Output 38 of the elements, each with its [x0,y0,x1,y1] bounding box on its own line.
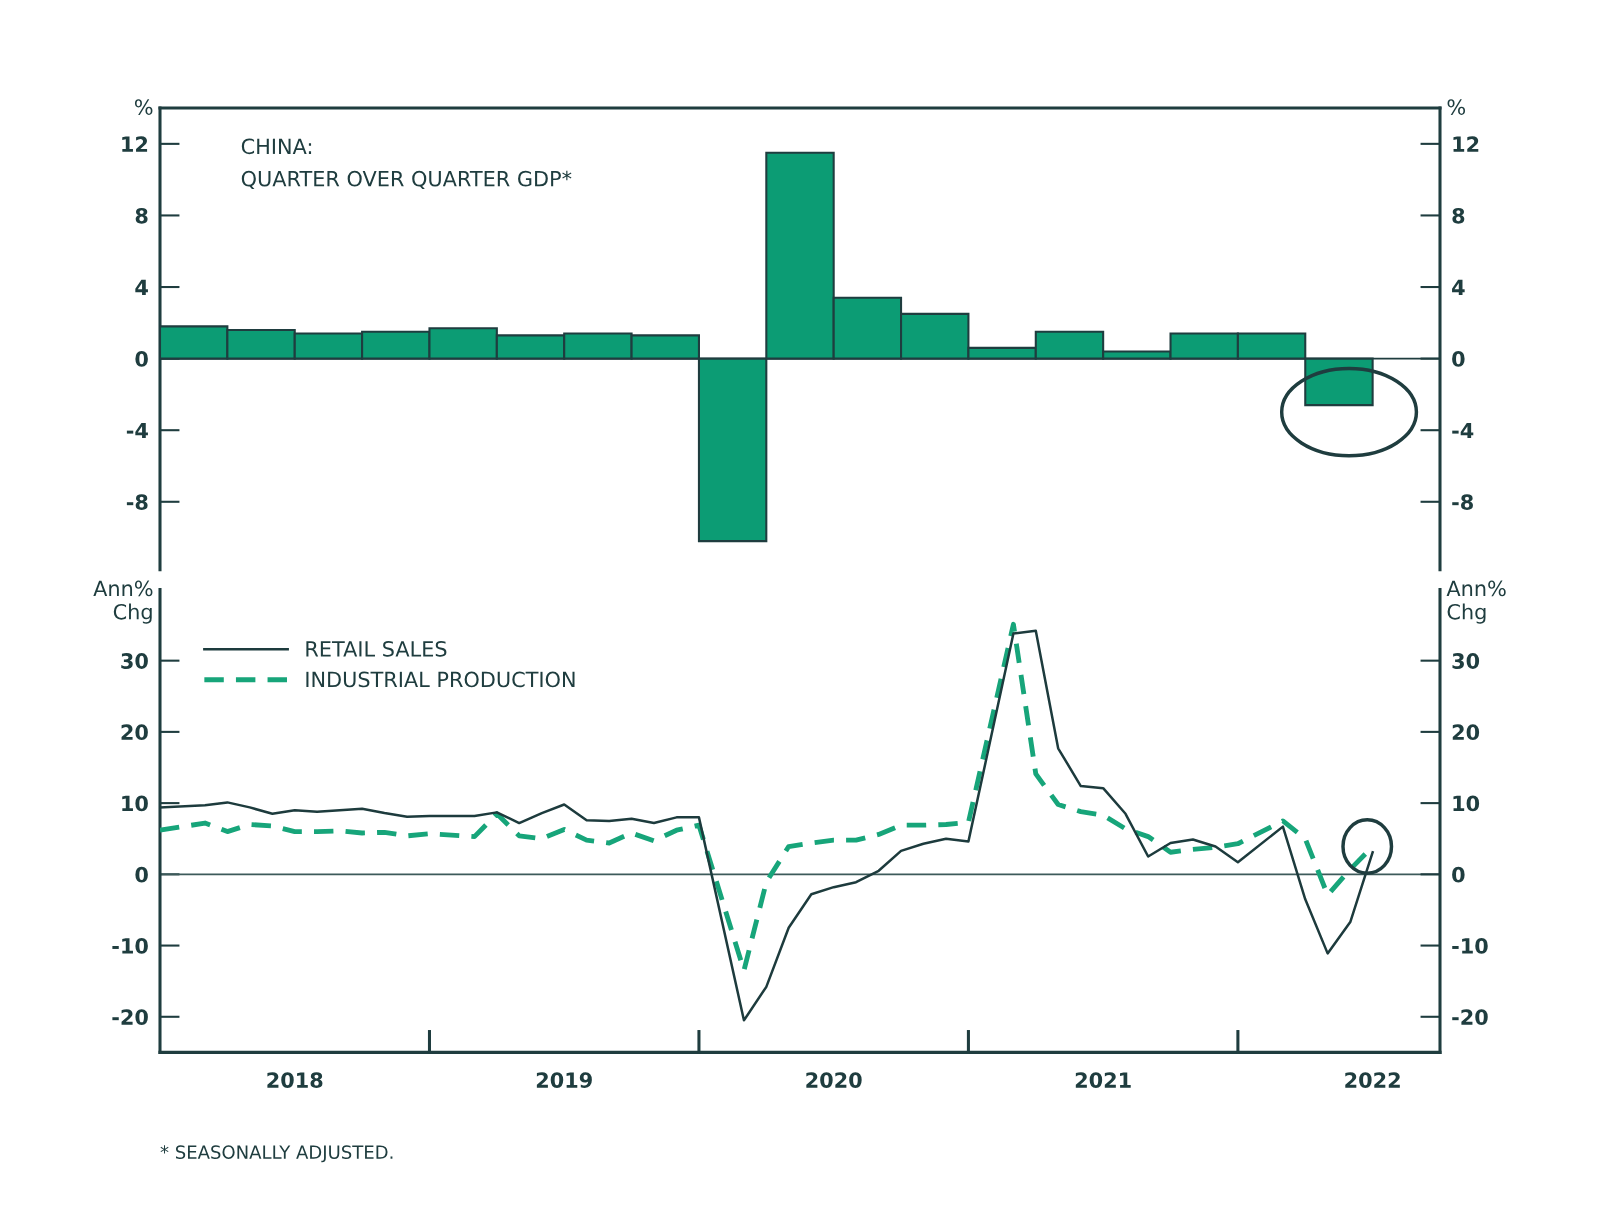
text: * SEASONALLY ADJUSTED. [160,1145,393,1163]
y2-tick-label: 10 [1453,795,1480,812]
y2-tick-label: 20 [1452,724,1480,741]
y2-tick-label: 8 [1452,207,1465,224]
y-axis-title: % [134,99,153,115]
y-tick-label: 4 [135,279,148,295]
legend-label: INDUSTRIAL PRODUCTION [306,671,575,688]
y2-tick-label: -20 [1452,1009,1488,1025]
y-tick-label: -8 [126,494,148,510]
x-tick-label: 2020 [806,1072,862,1088]
y-tick-label: 10 [122,795,148,812]
y2-tick-label: 0 [1452,351,1465,367]
y2-tick-label: -4 [1452,422,1474,439]
y-tick-label: 12 [122,136,148,152]
x-tick-label: 2021 [1075,1072,1131,1088]
y2-axis-title: % [1447,99,1466,115]
y2-axis-title: Ann% Chg [1446,580,1506,624]
y-tick-label: -4 [126,422,148,439]
y-tick-label: -20 [112,1009,148,1025]
y-tick-label: 30 [121,653,148,669]
y-axis-title: Ann% Chg [93,580,153,624]
x-tick-label: 2022 [1345,1072,1400,1088]
y-tick-label: 8 [135,207,148,224]
x-tick-label: 2018 [267,1072,323,1088]
y2-tick-label: 12 [1453,136,1479,152]
text: QUARTER OVER QUARTER GDP* [241,170,572,189]
y2-tick-label: 4 [1452,279,1465,295]
y2-tick-label: 0 [1452,866,1465,883]
text: CHINA: [241,138,312,155]
y2-tick-label: 30 [1452,653,1480,669]
y-tick-label: 0 [135,866,148,883]
legend-label: RETAIL SALES [306,640,447,657]
y-tick-label: 0 [135,351,148,367]
y-tick-label: 20 [121,724,148,741]
y-tick-label: -10 [112,938,148,954]
y2-tick-label: -10 [1452,938,1488,954]
x-tick-label: 2019 [536,1072,592,1088]
y2-tick-label: -8 [1452,494,1473,510]
